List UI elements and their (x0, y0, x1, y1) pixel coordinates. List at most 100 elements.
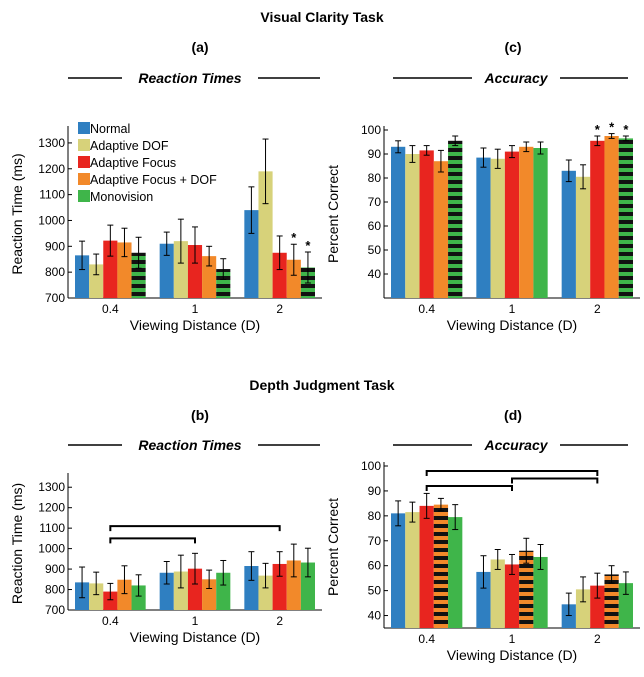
y-tick-label-d: 80 (368, 509, 382, 523)
bar-a-monovision (131, 252, 146, 298)
plot-a: 700 800 900 1000 1100 1200 1300 Reaction Time (… (9, 126, 322, 333)
bar-a-adaptive-focus (103, 240, 118, 298)
legend-label-adaptive-dof: Adaptive DOF (90, 139, 169, 153)
bar-c-normal (476, 157, 491, 298)
x-axis-label-d: Viewing Distance (D) (447, 647, 577, 663)
bar-d-monovision (448, 517, 463, 628)
y-tick-label-b: 800 (45, 583, 65, 597)
x-axis-label-b: Viewing Distance (D) (130, 629, 260, 645)
bar-c-adaptive-focus-dof (519, 146, 534, 298)
bar-d-adaptive-focus-dof (519, 550, 534, 628)
x-axis-label-c: Viewing Distance (D) (447, 317, 577, 333)
panel-b-letter: (b) (191, 407, 209, 423)
y-tick-label-a: 700 (45, 291, 65, 305)
bar-d-adaptive-dof (575, 589, 591, 628)
bar-b-adaptive-focus (103, 591, 118, 610)
significance-star-a: * (291, 230, 297, 245)
bar-a-adaptive-dof (173, 241, 188, 298)
bar-c-adaptive-focus-dof (433, 161, 449, 298)
legend-label-normal: Normal (90, 122, 130, 136)
bar-a-normal (244, 210, 259, 298)
y-axis-label-d: Percent Correct (325, 498, 341, 596)
x-tick-label-d: 1 (509, 632, 516, 646)
significance-star-a: * (305, 238, 311, 253)
bar-b-adaptive-focus-dof (117, 579, 132, 610)
bar-c-adaptive-dof (575, 176, 591, 298)
y-tick-label-b: 1100 (39, 521, 65, 535)
bar-b-adaptive-dof (89, 583, 104, 610)
y-tick-label-c: 70 (368, 195, 382, 209)
x-tick-label-d: 0.4 (418, 632, 435, 646)
panel-c-subtitle: Accuracy (483, 70, 548, 86)
legend-swatch-adaptive-focus-dof (78, 173, 90, 185)
y-tick-label-d: 60 (368, 559, 382, 573)
bar-b-normal (159, 572, 174, 610)
y-tick-label-b: 700 (45, 603, 65, 617)
panel-d-letter: (d) (504, 407, 522, 423)
bar-b-monovision (300, 562, 315, 610)
panel-b-subtitle: Reaction Times (138, 437, 241, 453)
significance-star-c: * (609, 120, 615, 135)
bar-d-adaptive-dof (405, 512, 420, 628)
bar-b-adaptive-dof (258, 575, 273, 610)
bar-b-monovision (131, 585, 146, 610)
y-tick-label-b: 900 (45, 562, 65, 576)
y-axis-label-c: Percent Correct (325, 165, 341, 263)
x-tick-label-a: 2 (276, 302, 283, 316)
panel-a: (a) Reaction Times 700 800 900 1000 1100 1200… (9, 39, 322, 333)
bar-a-adaptive-focus-dof (202, 256, 217, 298)
significance-star-c: * (595, 122, 601, 137)
legend-label-adaptive-focus: Adaptive Focus (90, 156, 176, 170)
bar-d-adaptive-dof (490, 559, 505, 628)
bar-d-adaptive-focus (590, 585, 605, 628)
y-axis-label-b: Reaction Time (ms) (9, 483, 25, 604)
x-tick-label-b: 1 (192, 614, 199, 628)
legend-swatch-monovision (78, 190, 90, 202)
bar-d-monovision (533, 556, 548, 628)
plot-b: 700 800 900 1000 1100 1200 1300 Reaction Time (… (9, 473, 322, 645)
bar-d-adaptive-focus-dof (433, 504, 449, 628)
plot-c: 40 50 60 70 80 90 100 Percent Correct Viewing Di… (325, 120, 640, 333)
panel-a-subtitle: Reaction Times (138, 70, 241, 86)
x-tick-label-a: 0.4 (102, 302, 119, 316)
bar-c-adaptive-focus (504, 151, 520, 298)
y-tick-label-d: 70 (368, 534, 382, 548)
significance-bracket-d (425, 484, 513, 491)
bar-c-monovision (533, 148, 548, 298)
bar-a-adaptive-focus-dof (286, 259, 301, 298)
panel-c: (c) Accuracy 40 50 60 70 80 90 100 Percent Corr… (325, 39, 640, 333)
y-tick-label-d: 50 (368, 584, 382, 598)
legend-label-adaptive-focus-dof: Adaptive Focus + DOF (90, 173, 217, 187)
bar-b-adaptive-focus (187, 568, 203, 610)
x-axis-label-a: Viewing Distance (D) (130, 317, 260, 333)
bar-d-adaptive-focus (504, 564, 520, 628)
bar-c-adaptive-dof (405, 154, 420, 298)
bar-c-adaptive-focus-dof (604, 136, 619, 298)
bar-d-normal (561, 604, 576, 628)
bar-b-adaptive-dof (173, 571, 188, 610)
bar-c-monovision (618, 138, 633, 298)
bar-c-normal (561, 170, 576, 298)
bar-a-normal (75, 255, 90, 298)
legend-swatch-adaptive-focus (78, 156, 90, 168)
bar-d-adaptive-focus (419, 505, 434, 628)
x-tick-label-b: 2 (276, 614, 283, 628)
bar-d-normal (476, 571, 491, 628)
y-tick-label-b: 1200 (38, 501, 65, 515)
y-tick-label-a: 1100 (39, 188, 65, 202)
bar-a-adaptive-dof (89, 264, 104, 298)
bar-a-adaptive-dof (258, 171, 273, 298)
bar-c-adaptive-dof (490, 158, 505, 298)
bar-c-normal (391, 146, 406, 298)
section-title-depth: Depth Judgment Task (249, 377, 394, 393)
plot-d: 40 50 60 70 80 90 100 Percent Correct Viewing Di… (325, 459, 640, 663)
x-tick-label-b: 0.4 (102, 614, 119, 628)
significance-bracket-d (425, 469, 599, 476)
y-tick-label-b: 1000 (38, 542, 65, 556)
bar-b-normal (244, 566, 259, 610)
bar-b-adaptive-focus-dof (286, 560, 301, 610)
x-tick-label-c: 0.4 (418, 302, 435, 316)
bar-c-adaptive-focus (590, 140, 605, 298)
bar-a-adaptive-focus (187, 245, 203, 298)
